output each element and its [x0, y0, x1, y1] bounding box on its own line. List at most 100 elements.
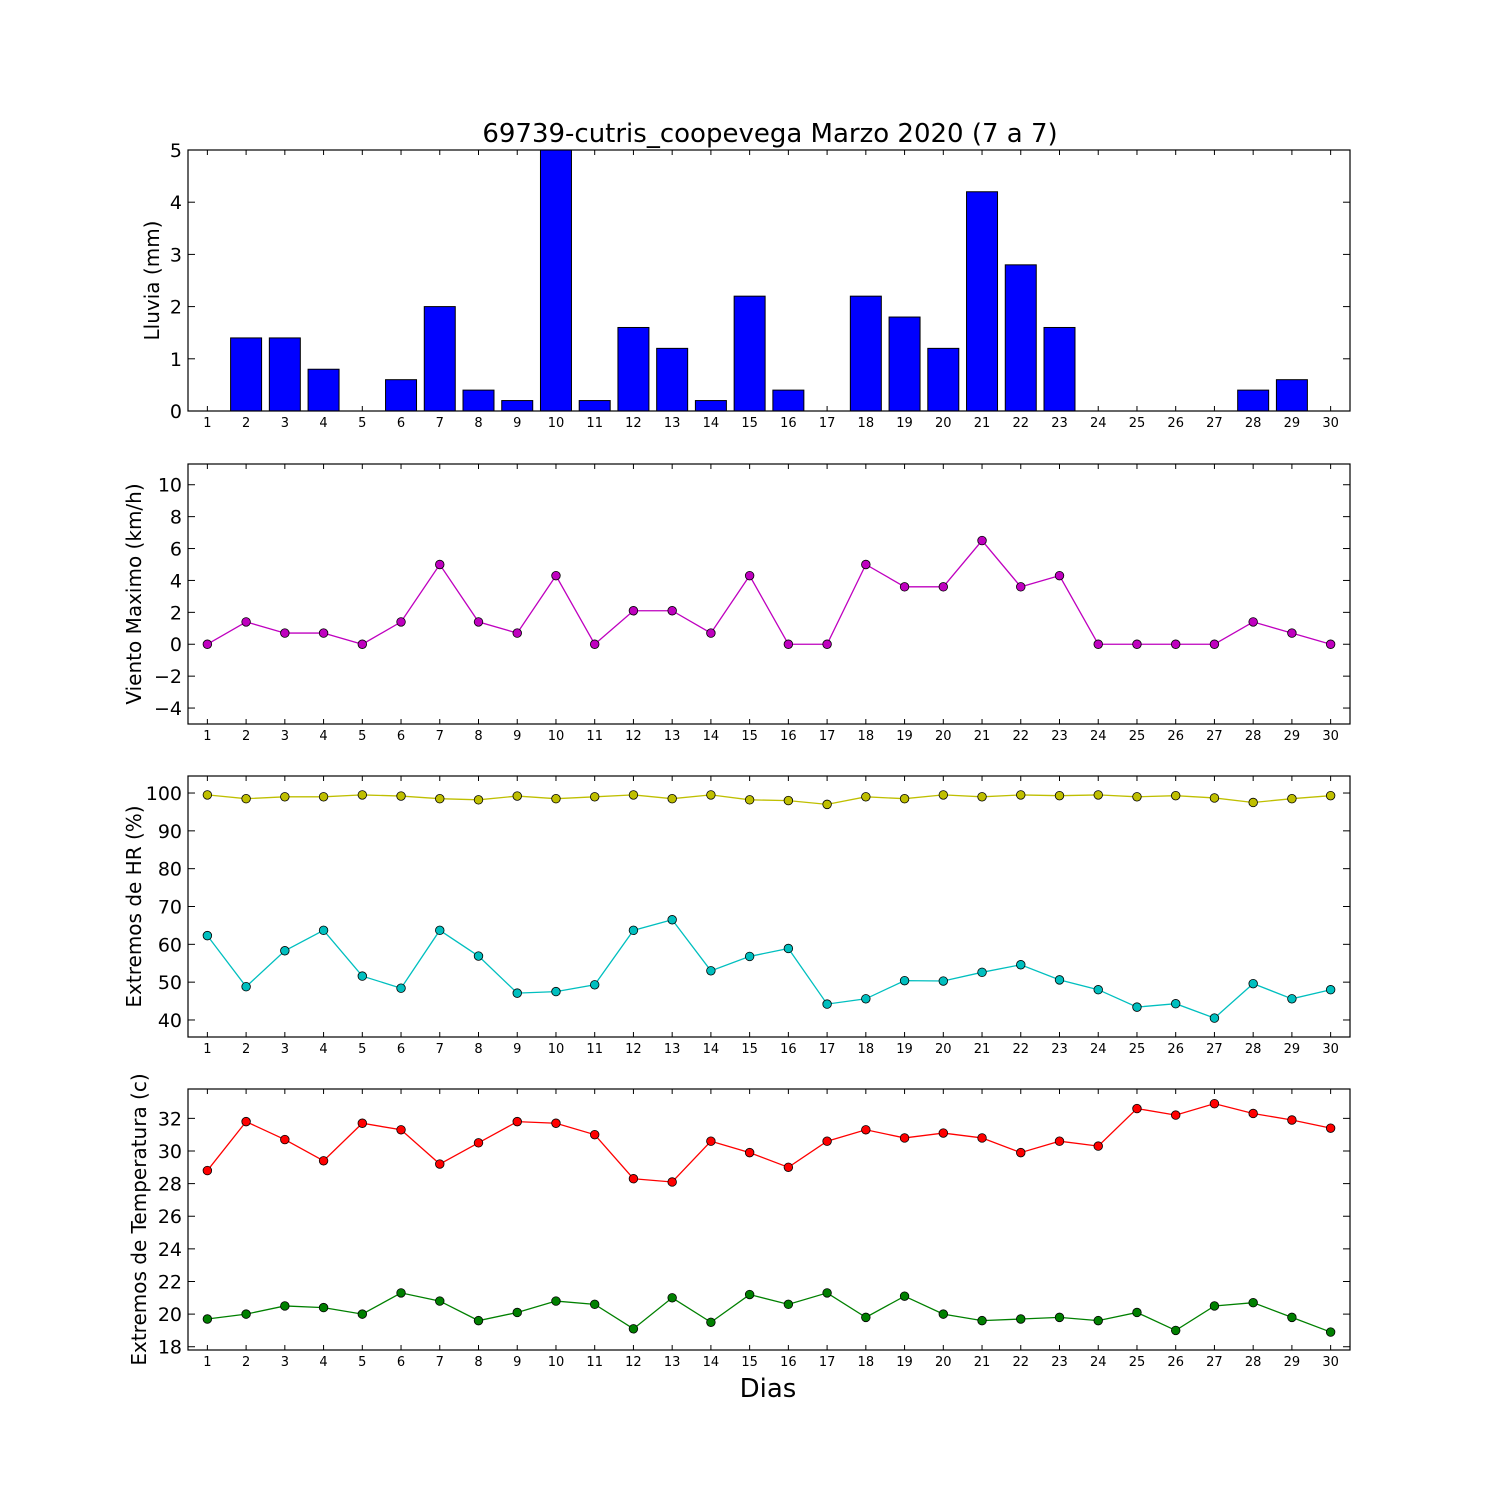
rain-bar: [1237, 389, 1270, 412]
ytick-label: 26: [158, 1206, 182, 1228]
xtick-label: 24: [1090, 729, 1107, 744]
xtick-label: 26: [1167, 1355, 1184, 1370]
rain-bar: [772, 389, 805, 412]
series-point: [628, 790, 639, 800]
series-point: [899, 793, 910, 804]
series-point: [628, 1174, 639, 1184]
series-point: [1287, 628, 1297, 638]
xtick-label: 2: [242, 729, 250, 744]
rain-bar: [617, 326, 650, 412]
series-point: [512, 1307, 522, 1318]
series-point: [1325, 639, 1336, 649]
series-point: [1132, 1002, 1142, 1012]
xtick-label: 26: [1167, 1042, 1184, 1057]
series-point: [628, 1324, 639, 1334]
series-point: [783, 1162, 794, 1173]
xtick-label: 23: [1051, 1355, 1068, 1370]
xtick-label: 22: [1012, 1355, 1029, 1370]
xtick-label: 10: [548, 1042, 565, 1057]
xtick-label: 30: [1322, 1042, 1339, 1057]
series-point: [512, 1116, 522, 1127]
xtick-label: 30: [1322, 416, 1339, 431]
rain-bar: [462, 389, 495, 412]
xtick-label: 29: [1284, 729, 1301, 744]
series-point: [744, 1147, 755, 1158]
series-point: [473, 951, 484, 961]
series-line-2: [207, 1292, 1331, 1333]
rain-bar: [539, 149, 572, 412]
xtick-label: 22: [1012, 729, 1029, 744]
series-point: [590, 639, 600, 649]
ytick-label: 8: [170, 507, 182, 529]
series-point: [590, 1299, 600, 1310]
xtick-label: 7: [436, 416, 444, 431]
series-point: [1325, 1327, 1336, 1337]
xtick-label: 23: [1051, 416, 1068, 431]
xtick-label: 21: [974, 416, 991, 431]
rain-bar: [268, 337, 301, 412]
xtick-label: 27: [1206, 729, 1223, 744]
ytick-label: 32: [158, 1108, 182, 1130]
series-point: [861, 994, 871, 1004]
rain-bar: [1004, 264, 1037, 412]
xtick-label: 8: [474, 1355, 482, 1370]
ytick-label: 4: [170, 192, 182, 214]
series-point: [1248, 797, 1258, 808]
ytick-label: 28: [158, 1174, 182, 1196]
rain-bar: [230, 337, 263, 412]
xtick-label: 24: [1090, 416, 1107, 431]
series-point: [938, 976, 949, 986]
xtick-label: 14: [703, 416, 720, 431]
series-point: [744, 1289, 755, 1300]
plot-area: [188, 1089, 1350, 1350]
xtick-label: 15: [741, 729, 758, 744]
series-point: [706, 628, 716, 638]
series-point: [899, 582, 910, 592]
series-point: [241, 1309, 251, 1319]
series-point: [861, 792, 871, 802]
xtick-label: 3: [281, 729, 289, 744]
xtick-label: 20: [935, 1042, 952, 1057]
rain-bar: [694, 400, 727, 412]
series-point: [1132, 639, 1142, 649]
series-point: [938, 582, 949, 592]
series-point: [1054, 570, 1065, 581]
series-point: [1287, 1312, 1297, 1323]
series-point: [357, 971, 368, 981]
rain-bar: [307, 368, 340, 412]
xtick-label: 30: [1322, 1355, 1339, 1370]
xtick-label: 19: [896, 1355, 913, 1370]
series-point: [396, 983, 406, 993]
series-point: [357, 1118, 368, 1128]
xtick-label: 8: [474, 1042, 482, 1057]
series-point: [590, 1129, 600, 1140]
xtick-label: 4: [319, 729, 327, 744]
xtick-label: 28: [1245, 1355, 1262, 1370]
plot-frame: [187, 775, 1351, 1038]
xtick-label: 26: [1167, 416, 1184, 431]
xtick-label: 17: [819, 729, 836, 744]
series-point: [241, 793, 251, 804]
series-point: [1170, 1110, 1181, 1120]
series-point: [1016, 960, 1026, 970]
series-point: [706, 1136, 716, 1146]
xtick-label: 12: [625, 416, 642, 431]
xtick-label: 13: [664, 1355, 681, 1370]
xtick-label: 25: [1129, 1355, 1146, 1370]
plot-area: [188, 776, 1350, 1037]
xtick-label: 12: [625, 1042, 642, 1057]
xtick-label: 22: [1012, 416, 1029, 431]
ytick-label: 50: [158, 972, 182, 994]
xtick-label: 25: [1129, 416, 1146, 431]
series-point: [783, 795, 794, 806]
ytick-label: 18: [158, 1337, 182, 1359]
ytick-label: 22: [158, 1271, 182, 1293]
xtick-label: 3: [281, 1355, 289, 1370]
xtick-label: 21: [974, 1042, 991, 1057]
xtick-label: 8: [474, 729, 482, 744]
xtick-label: 5: [358, 416, 366, 431]
series-point: [318, 792, 329, 802]
series-point: [783, 943, 794, 954]
